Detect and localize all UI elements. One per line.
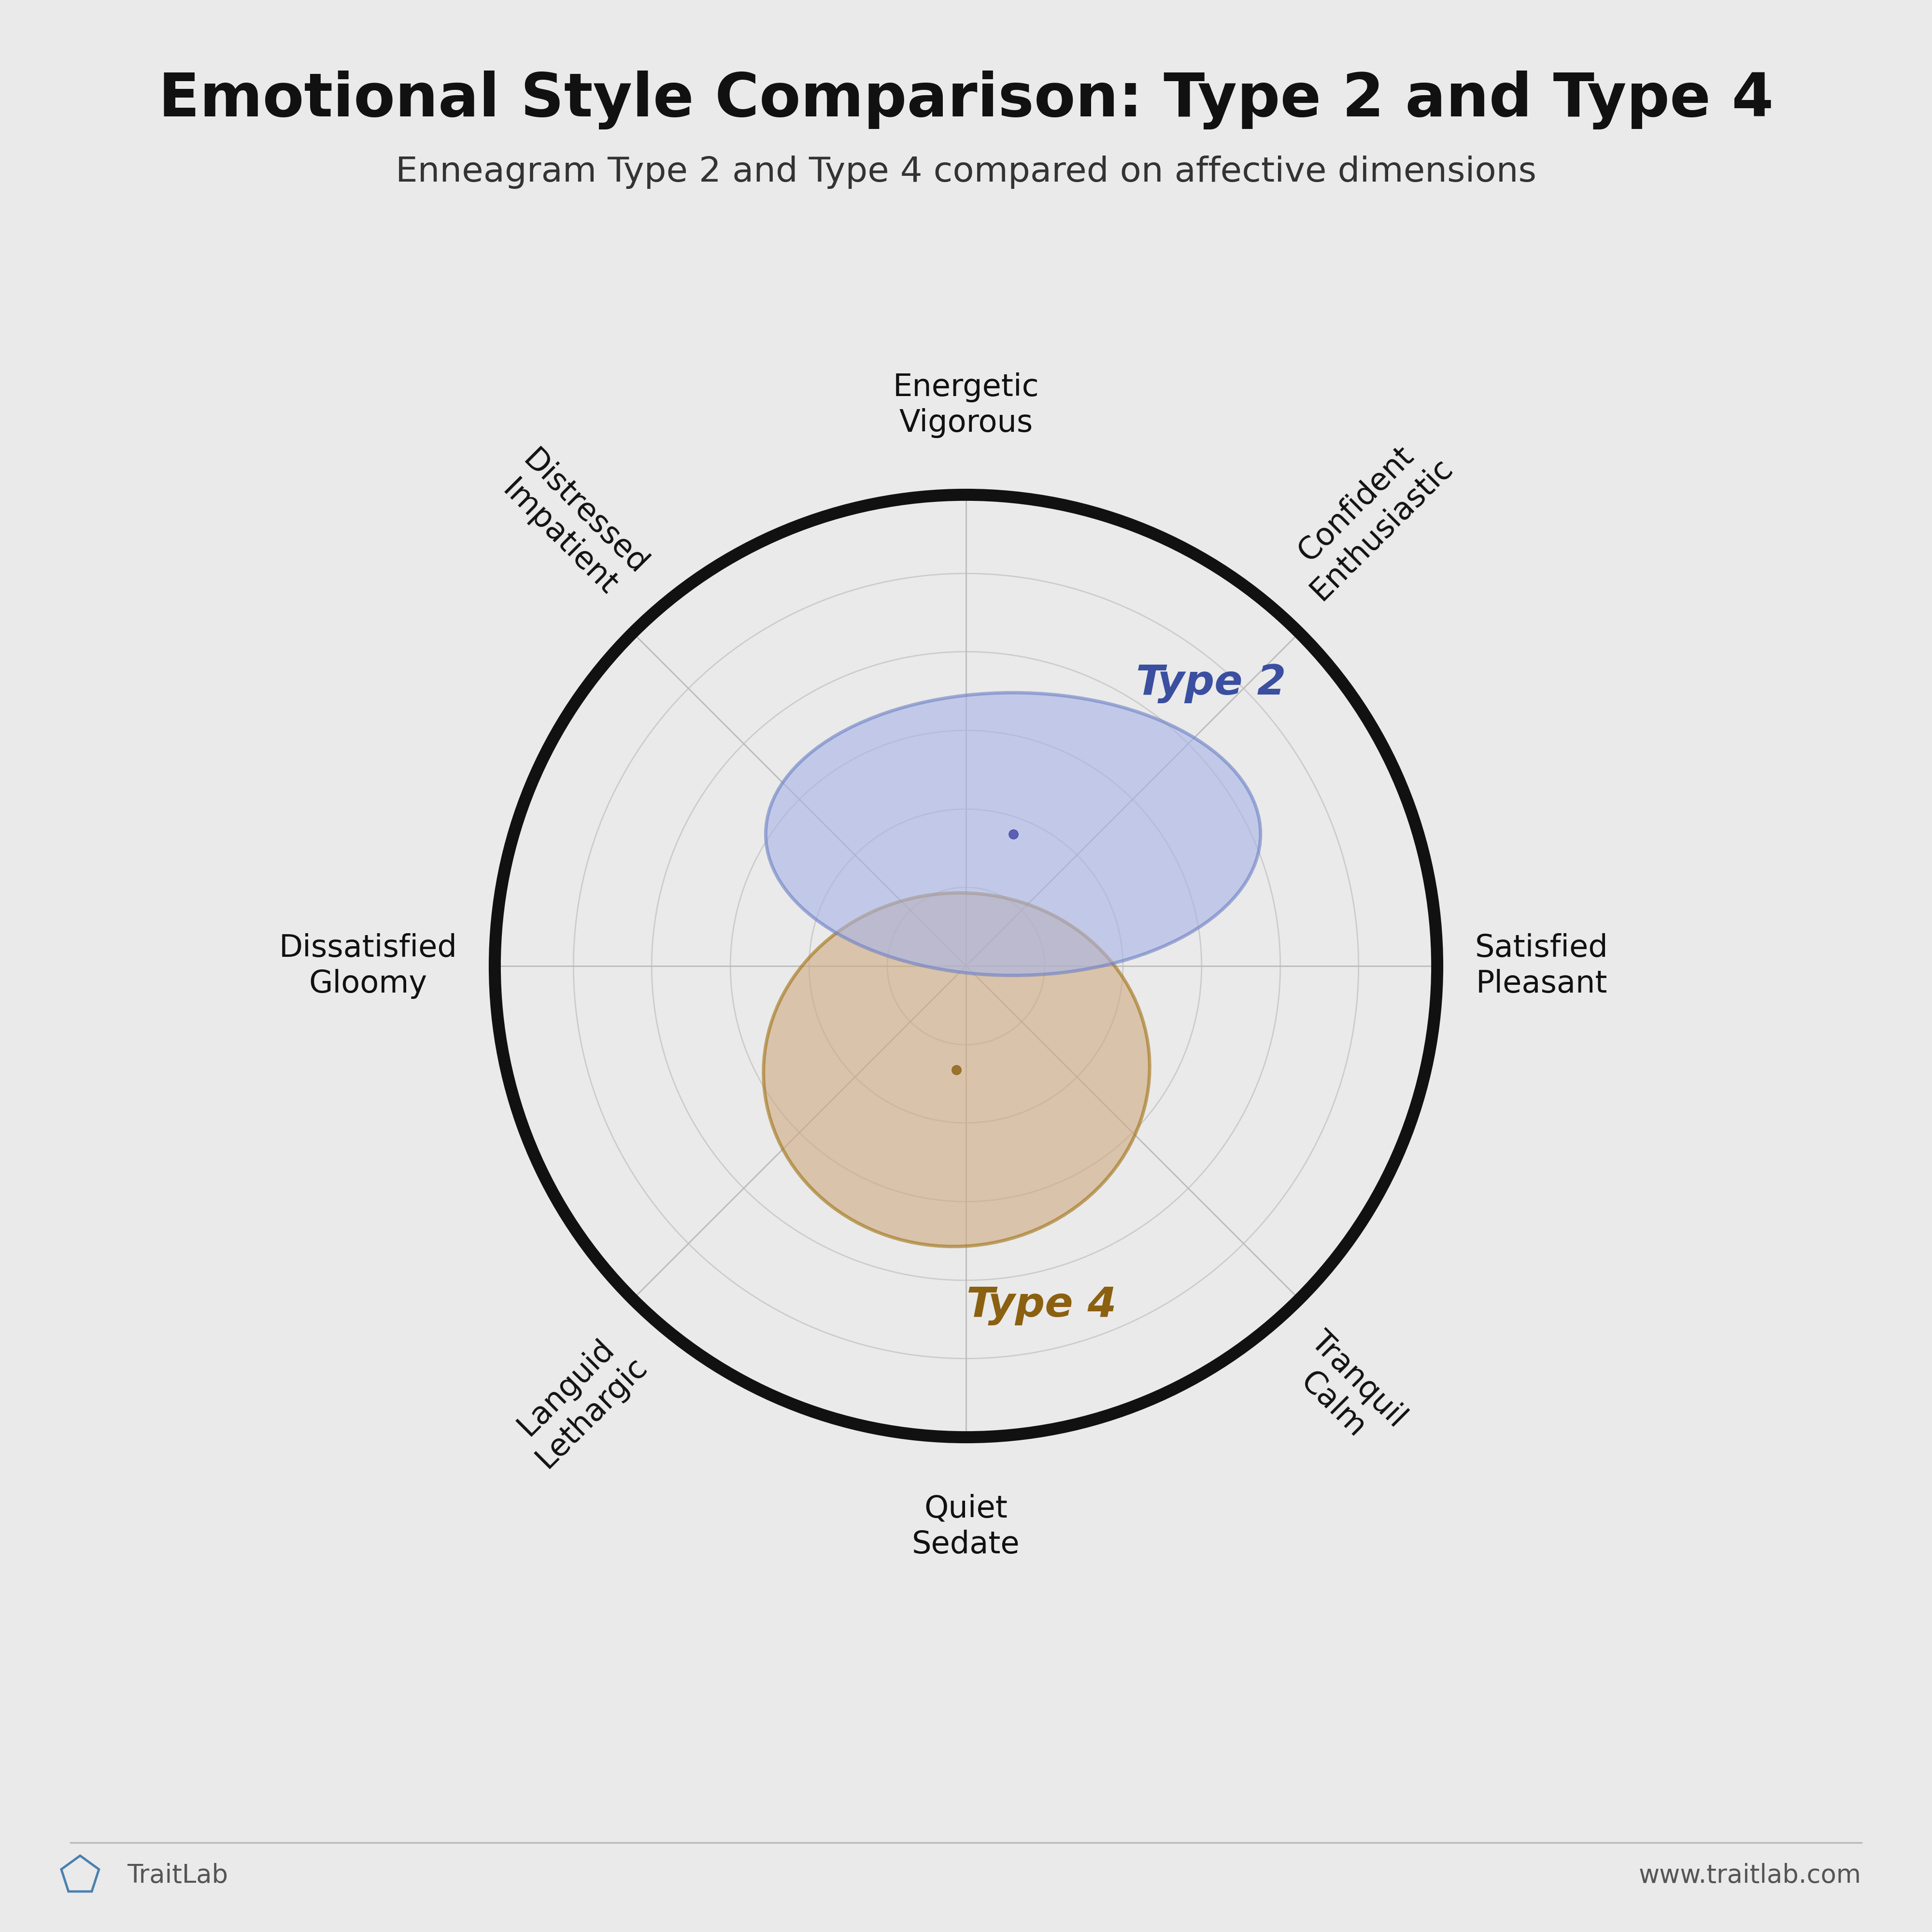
Text: Confident
Enthusiastic: Confident Enthusiastic — [1279, 427, 1459, 607]
Text: Languid
Lethargic: Languid Lethargic — [504, 1325, 653, 1474]
Text: Energetic
Vigorous: Energetic Vigorous — [893, 373, 1039, 439]
Text: Emotional Style Comparison: Type 2 and Type 4: Emotional Style Comparison: Type 2 and T… — [158, 71, 1774, 129]
Text: Dissatisfied
Gloomy: Dissatisfied Gloomy — [278, 933, 458, 999]
Text: TraitLab: TraitLab — [128, 1862, 228, 1888]
Text: Tranquil
Calm: Tranquil Calm — [1279, 1325, 1412, 1459]
Text: Quiet
Sedate: Quiet Sedate — [912, 1493, 1020, 1559]
Text: www.traitlab.com: www.traitlab.com — [1638, 1862, 1861, 1888]
Text: Type 4: Type 4 — [966, 1285, 1117, 1325]
Text: Satisfied
Pleasant: Satisfied Pleasant — [1474, 933, 1607, 999]
Text: Distressed
Impatient: Distressed Impatient — [491, 444, 653, 607]
Ellipse shape — [763, 893, 1150, 1246]
Ellipse shape — [765, 694, 1260, 976]
Text: Type 2: Type 2 — [1136, 663, 1287, 703]
Text: Enneagram Type 2 and Type 4 compared on affective dimensions: Enneagram Type 2 and Type 4 compared on … — [396, 155, 1536, 189]
